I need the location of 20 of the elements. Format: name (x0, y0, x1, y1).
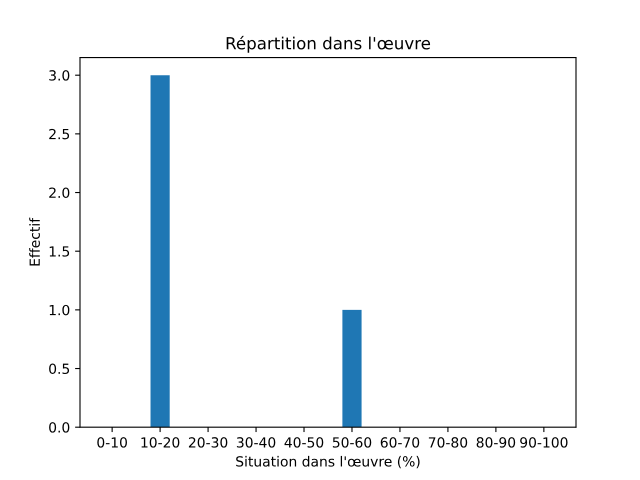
x-tick-label: 50-60 (332, 437, 372, 448)
x-tick-label: 70-80 (428, 437, 468, 448)
y-tick-label: 2.5 (49, 128, 70, 140)
x-tick-label: 0-10 (97, 437, 127, 448)
x-tick-label: 40-50 (284, 437, 324, 448)
y-axis-title: Effectif (29, 218, 40, 266)
y-tick-label: 0.5 (49, 364, 70, 374)
x-tick-label: 90-100 (520, 437, 568, 448)
chart-title: Répartition dans l'œuvre (226, 36, 430, 53)
x-tick-label: 30-40 (236, 437, 276, 448)
y-tick-label: 3.0 (49, 70, 70, 81)
y-tick-label: 1.5 (50, 246, 70, 257)
x-axis-title: Situation dans l'œuvre (%) (236, 456, 420, 468)
y-tick-label: 0.0 (49, 422, 70, 433)
x-tick-label: 20-30 (188, 437, 228, 448)
x-tick-label: 80-90 (476, 437, 516, 448)
y-tick-label: 2.0 (49, 188, 70, 198)
x-tick-label: 10-20 (141, 437, 180, 448)
y-tick-label: 1.0 (50, 304, 70, 316)
x-tick-label: 60-70 (380, 437, 420, 448)
